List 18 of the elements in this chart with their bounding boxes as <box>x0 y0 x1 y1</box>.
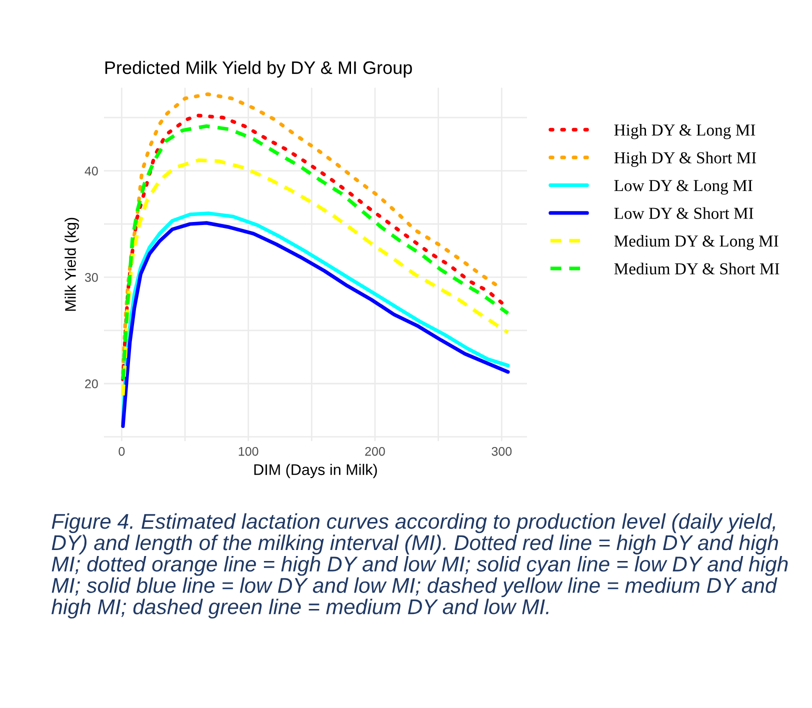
legend-label: High DY & Short MI <box>614 152 756 167</box>
y-tick-label: 30 <box>84 273 98 282</box>
legend-label: Medium DY & Long MI <box>614 234 778 250</box>
legend-label: Medium DY & Short MI <box>614 262 780 274</box>
caption: Figure 4. Estimated lactation curves according to production level (daily yield, DY) and length of the milking interval (MI). Dotted red line = high DY and high MI; dotted orange line = high DY and low MI; solid cyan line = low DY and high MI; solid blue line = low DY and low MI; dashed yellow line = medium DY and high MI; dashed green line = medium DY and low MI. <box>52 513 788 619</box>
x-tick-label: 200 <box>365 446 385 456</box>
y-tick-label: 20 <box>85 379 98 388</box>
legend-label: High DY & Long MI <box>614 124 756 140</box>
x-tick-label: 300 <box>492 446 512 456</box>
x-axis-title: DIM (Days in Milk) <box>254 464 377 478</box>
x-tick-label: 0 <box>118 446 125 456</box>
legend-label: Low DY & Long MI <box>614 180 752 195</box>
line-series <box>121 158 510 398</box>
y-axis-title: Milk Yield (kg) <box>64 218 79 311</box>
legend-label: Low DY & Short MI <box>614 207 754 219</box>
x-tick-label: 100 <box>238 446 258 456</box>
y-tick-label: 40 <box>84 166 98 176</box>
chart-title: Predicted Milk Yield by DY & MI Group <box>105 60 412 78</box>
